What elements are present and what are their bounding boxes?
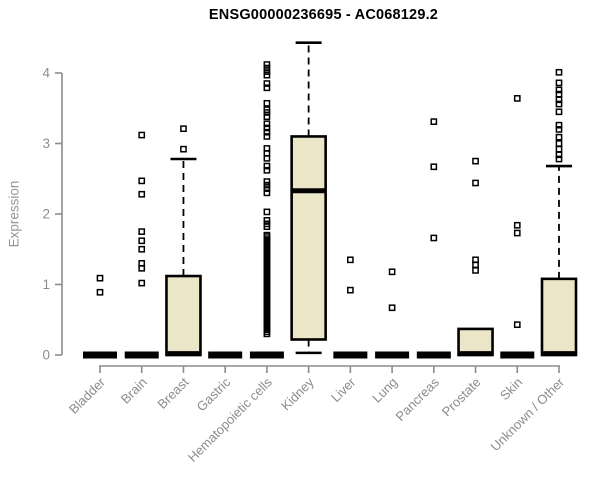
x-tick-label: Lung (369, 375, 400, 406)
collapsed-box (500, 351, 535, 359)
outlier-point (263, 330, 271, 338)
outlier-point (263, 154, 271, 162)
outlier-point (555, 121, 563, 129)
outlier-point (180, 125, 187, 133)
outlier-point (263, 128, 271, 136)
outlier-point (180, 145, 187, 153)
collapsed-box (124, 351, 159, 359)
collapsed-box (83, 351, 117, 359)
outlier-point (263, 113, 271, 121)
outlier-point (263, 99, 271, 107)
outlier-point (555, 133, 563, 141)
outlier-point (263, 61, 271, 68)
outlier-point (138, 264, 146, 272)
outlier-point (513, 221, 521, 229)
outlier-point (263, 84, 271, 92)
outlier-point (513, 95, 521, 102)
x-tick-label: Liver (328, 374, 359, 405)
y-tick-label: 0 (42, 348, 50, 363)
outlier-point (513, 321, 521, 329)
y-tick-label: 1 (42, 277, 50, 292)
box (165, 274, 202, 357)
outlier-point (263, 71, 271, 79)
chart-title: ENSG00000236695 - AC068129.2 (208, 7, 439, 23)
outlier-point (555, 68, 563, 76)
collapsed-box (333, 351, 368, 359)
outlier-point (263, 68, 271, 75)
outlier-point (347, 286, 354, 294)
outlier-point (263, 64, 271, 72)
outlier-point (263, 178, 271, 185)
outlier-point (555, 155, 563, 163)
outlier-point (96, 288, 104, 296)
outlier-point (555, 86, 563, 94)
outlier-point (263, 181, 271, 189)
outlier-point (138, 131, 146, 139)
x-tick-label: Gastric (194, 374, 234, 414)
outlier-point (555, 108, 563, 116)
x-tick-label: Prostate (439, 375, 484, 420)
x-tick-label: Brain (118, 375, 150, 407)
outlier-point (138, 237, 146, 245)
x-tick-label: Breast (154, 374, 191, 411)
collapsed-box (208, 351, 243, 359)
outlier-point (263, 109, 271, 116)
outlier-point (472, 179, 479, 187)
x-tick-label: Unknown / Other (488, 374, 568, 454)
outlier-point (472, 157, 479, 165)
outlier-point (138, 245, 146, 253)
outlier-point (513, 229, 521, 237)
x-tick-label: Skin (497, 375, 525, 403)
outlier-point (347, 256, 354, 264)
outlier-point (263, 120, 271, 128)
outlier-point (138, 190, 146, 198)
outlier-point (430, 118, 438, 125)
outlier-point (138, 228, 146, 235)
outlier-point (430, 234, 438, 242)
collapsed-box (249, 351, 284, 359)
outlier-point (555, 140, 563, 147)
outlier-point (555, 79, 563, 87)
outlier-point (263, 223, 271, 231)
outlier-point (555, 145, 563, 153)
outlier-point (263, 189, 271, 197)
outlier-point (388, 268, 396, 276)
y-tick-label: 4 (42, 66, 50, 81)
outlier-point (263, 124, 271, 132)
outlier-point (263, 216, 271, 224)
outlier-point (555, 126, 563, 133)
outlier-point (388, 304, 396, 312)
outlier-point (263, 185, 271, 192)
outlier-point (263, 208, 271, 216)
collapsed-box (416, 351, 451, 359)
outlier-point (138, 177, 146, 185)
outlier-point (263, 80, 271, 87)
outlier-point (472, 267, 479, 274)
outlier-point (138, 279, 146, 287)
outlier-point (555, 100, 563, 108)
x-tick-label: Pancreas (392, 374, 442, 424)
box (290, 135, 327, 341)
x-tick-label: Bladder (66, 374, 109, 417)
box (540, 277, 578, 357)
y-tick-label: 2 (42, 207, 50, 222)
outlier-point (430, 163, 438, 171)
outlier-point (555, 96, 563, 104)
y-tick-label: 3 (42, 136, 50, 151)
x-tick-label: Kidney (278, 374, 317, 413)
box (457, 327, 494, 357)
collapsed-box (375, 351, 410, 359)
outlier-point (263, 166, 271, 174)
outlier-point (263, 133, 271, 140)
outlier-point (555, 151, 563, 159)
outlier-point (263, 162, 271, 170)
outlier-point (96, 274, 104, 282)
